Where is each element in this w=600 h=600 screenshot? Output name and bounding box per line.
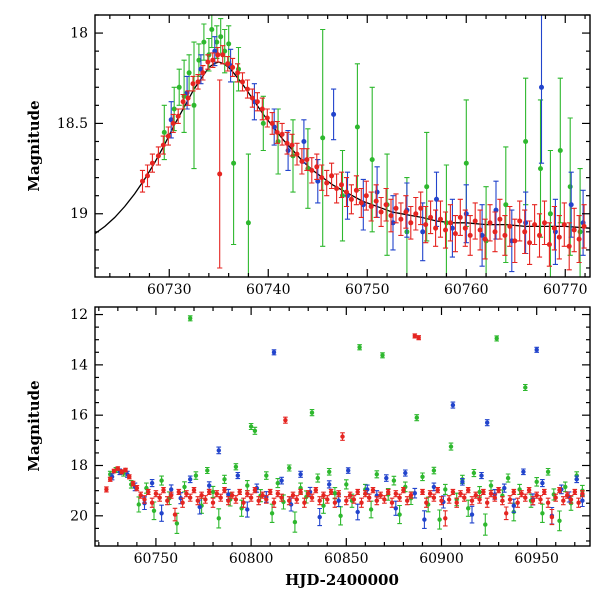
ticks-bot [95,307,590,546]
y-tick-label: 18 [70,26,88,42]
x-tick-label: 60800 [229,551,274,567]
x-tick-label: 60740 [246,282,291,298]
panel-top: 60730 60740 60750 60760 60770 18 18.5 19 [57,14,591,298]
y-tick-label: 14 [70,357,88,373]
y-tick-label: 16 [70,408,88,424]
panel-bot: 60750 60800 60850 60900 60950 12 14 16 18 20 [70,306,591,567]
y-tick-label: 12 [70,307,88,323]
blue-series [109,346,585,529]
axes-box-top [94,14,591,278]
bottom-panel-x-axis-title: HJD-2400000 [285,571,399,589]
x-tick-label: 60750 [134,551,179,567]
x-tick-label: 60730 [147,282,192,298]
x-tick-label: 60900 [419,551,464,567]
y-tick-label: 18 [70,458,88,474]
axes-box-bot [94,306,591,547]
x-tick-label: 60760 [444,282,489,298]
y-tick-label: 19 [70,206,88,222]
tick-labels-bot: 60750 60800 60850 60900 60950 12 14 16 18 20 [70,307,559,567]
x-tick-label: 60950 [514,551,559,567]
ticks-top [95,14,590,277]
data-area-top [95,15,590,277]
x-tick-label: 60850 [324,551,369,567]
y-tick-label: 20 [70,508,88,524]
x-tick-label: 60770 [543,282,588,298]
tick-labels-top: 60730 60740 60750 60760 60770 18 18.5 19 [57,26,588,298]
x-tick-label: 60750 [345,282,390,298]
y-tick-label: 18.5 [57,116,88,132]
top-panel-y-axis-title: Magnitude [25,100,43,192]
bottom-panel-y-axis-title: Magnitude [25,380,43,472]
red-series [104,333,585,527]
data-area-bot [104,315,585,536]
red-series [139,45,587,271]
